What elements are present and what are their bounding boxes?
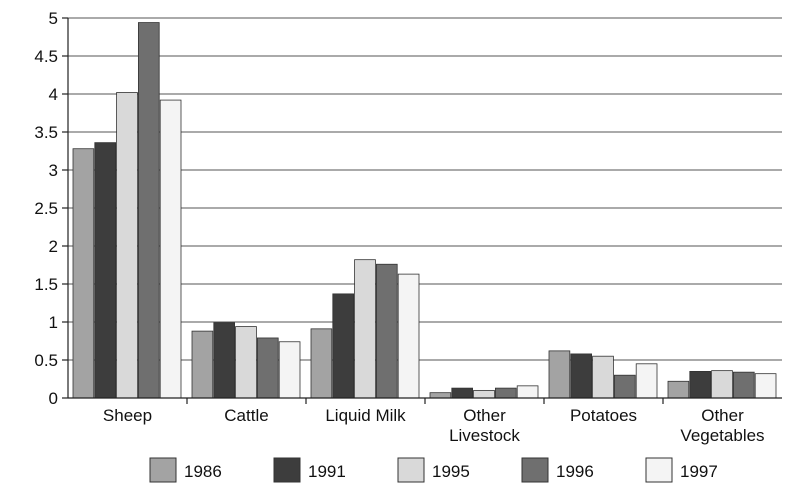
- category-label: Vegetables: [680, 426, 764, 445]
- y-tick-label: 2: [49, 237, 58, 256]
- bar-1991: [451, 387, 473, 399]
- bar-1986: [667, 380, 690, 399]
- bar-1995: [116, 92, 138, 399]
- legend-swatch-1995: [397, 457, 425, 483]
- legend-label: 1997: [680, 462, 718, 481]
- category-label: Potatoes: [570, 406, 637, 425]
- y-tick-label: 4: [49, 85, 58, 104]
- y-tick-label: 3: [49, 161, 58, 180]
- bar-1995: [235, 326, 257, 399]
- x-category-labels: Sheep Cattle Liquid Milk OtherLivestockPota…: [103, 398, 765, 445]
- bar-1997: [516, 385, 539, 399]
- legend-swatch-1997: [645, 457, 673, 483]
- legend-label: 1986: [184, 462, 222, 481]
- bar-1996: [494, 387, 517, 399]
- bar-1986: [72, 148, 95, 399]
- bar-1995: [473, 389, 495, 399]
- y-tick-label: 2.5: [34, 199, 58, 218]
- bar-1995: [592, 355, 614, 399]
- category-label: Livestock: [449, 426, 520, 445]
- category-label: Other: [463, 406, 506, 425]
- bar-1997: [278, 341, 301, 399]
- y-tick-label: 1.5: [34, 275, 58, 294]
- bar-1991: [570, 353, 592, 399]
- bar-1986: [191, 330, 214, 399]
- bar-1996: [733, 371, 755, 399]
- y-tick-label: 0.5: [34, 351, 58, 370]
- bar-1986: [429, 392, 452, 399]
- y-tick-labels: 0 0.5 1 1.5 2 2.5 3 3.5 4 4.5 5: [34, 9, 68, 408]
- category-label: Sheep: [103, 406, 152, 425]
- bar-1991: [689, 370, 711, 399]
- legend-swatch-1996: [521, 457, 549, 483]
- legend: 1986 1991 1995 1996 1997: [149, 457, 718, 483]
- bar-1996: [614, 374, 636, 399]
- bar-1991: [213, 322, 236, 399]
- category-label: Other: [701, 406, 744, 425]
- legend-label: 1991: [308, 462, 346, 481]
- legend-swatch-1986: [149, 457, 177, 483]
- bars: [72, 22, 777, 399]
- bar-1995: [711, 370, 733, 399]
- bar-1995: [354, 259, 376, 399]
- legend-label: 1996: [556, 462, 594, 481]
- bar-1997: [397, 273, 420, 399]
- bar-1997: [159, 99, 182, 399]
- bar-1986: [310, 328, 333, 399]
- legend-swatch-1991: [273, 457, 301, 483]
- bar-1996: [375, 263, 398, 399]
- bar-1996: [256, 337, 279, 399]
- y-tick-label: 0: [49, 389, 58, 408]
- bar-1991: [94, 142, 117, 399]
- bar-1997: [635, 363, 658, 399]
- legend-label: 1995: [432, 462, 470, 481]
- y-tick-label: 4.5: [34, 47, 58, 66]
- category-label: Cattle: [224, 406, 268, 425]
- bar-1991: [332, 293, 354, 399]
- bar-1997: [754, 373, 777, 399]
- gridlines: [68, 17, 782, 361]
- y-tick-label: 3.5: [34, 123, 58, 142]
- bar-1986: [548, 350, 571, 399]
- y-tick-label: 1: [49, 313, 58, 332]
- y-tick-label: 5: [49, 9, 58, 28]
- bar-1996: [137, 22, 160, 399]
- category-label: Liquid Milk: [325, 406, 406, 425]
